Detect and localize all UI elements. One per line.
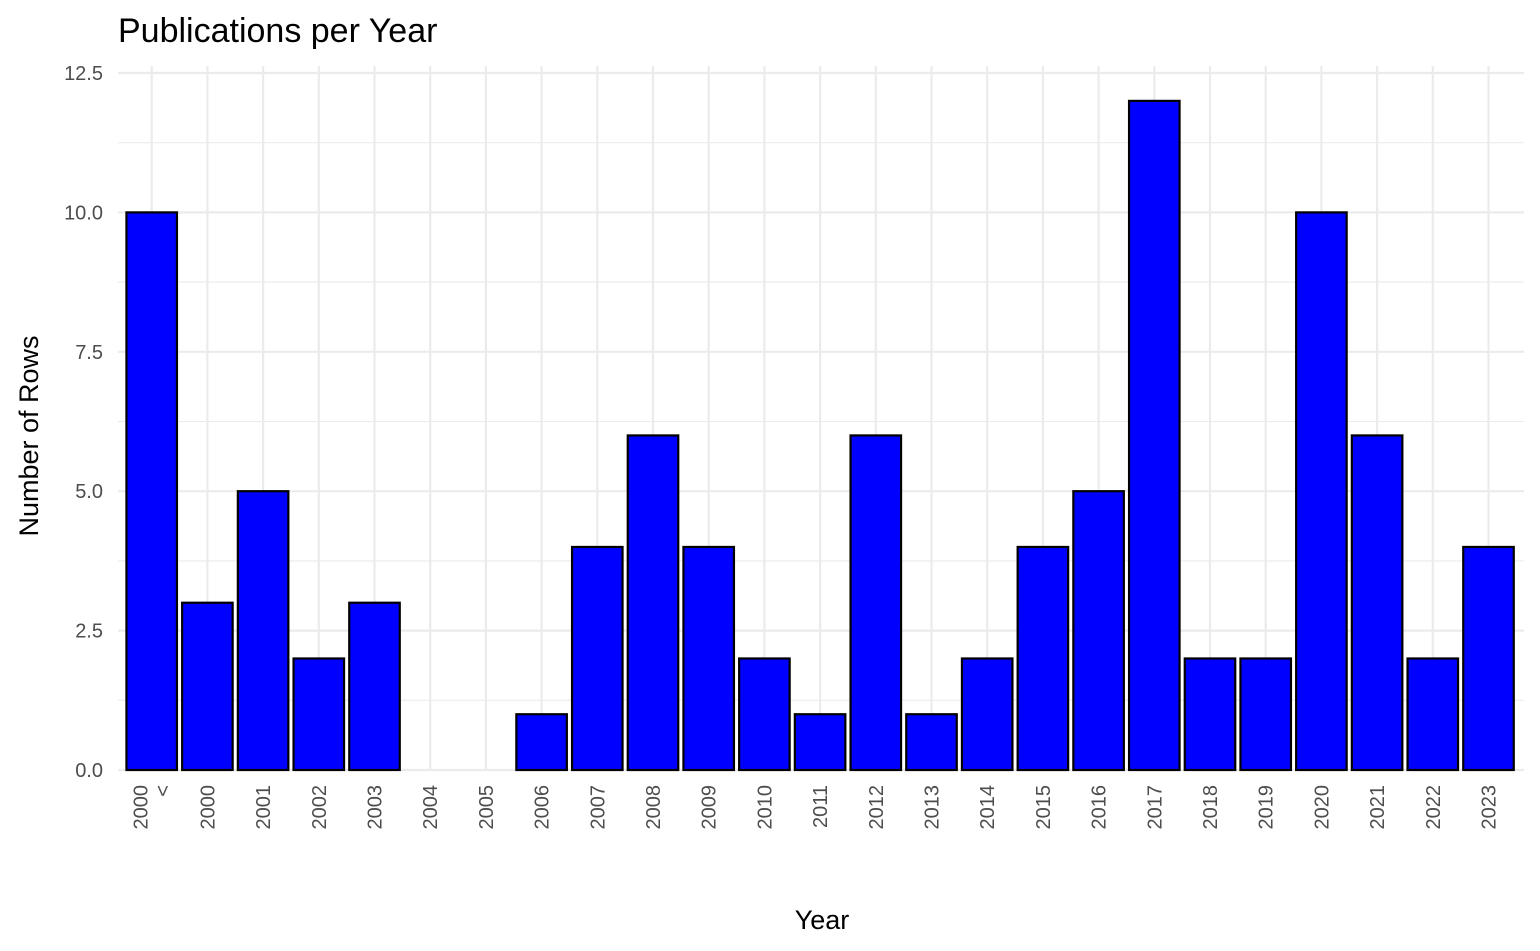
x-tick-label: 2023 [1479,785,1501,830]
y-axis-tick-labels: 0.0 2.5 5.0 7.5 10.0 12.5 [64,63,103,782]
y-tick-label: 10.0 [64,202,103,224]
x-tick-label: 2013 [922,785,944,830]
x-tick-label: 2008 [643,785,665,830]
bar-2022 [1406,657,1460,772]
x-tick-label: 2005 [476,785,498,830]
bar-2007 [570,545,624,772]
x-tick-label: 2003 [365,785,387,830]
bar-2016 [1072,490,1125,772]
x-tick-label: 2014 [977,785,999,830]
bar-2023 [1462,545,1515,772]
x-tick-label: 2010 [754,785,776,830]
y-tick-label: 5.0 [75,481,103,503]
x-axis-tick-labels: 2000< 2000 2001 2002 2003 2004 2005 2006 2007 200… [131,785,1501,830]
x-tick-label: 2006 [532,785,554,830]
x-tick-label: 2000 [197,785,219,830]
bar-2018 [1183,657,1237,772]
y-tick-label: 7.5 [75,342,103,364]
bar-2006 [515,713,568,772]
bar-2000 [125,211,179,772]
bar-2013 [905,713,958,772]
bar-2015 [1016,545,1070,772]
y-tick-label: 12.5 [64,63,103,85]
bar-2012 [849,434,903,772]
bar-2017 [1127,99,1181,772]
bars [125,99,1515,772]
bar-2019 [1239,657,1293,772]
chart-title: Publications per Year [118,12,437,50]
bar-2014 [960,657,1014,772]
x-tick-label: 2011 [810,785,832,828]
y-tick-label: 2.5 [75,621,103,643]
y-axis-title: Number of Rows [14,335,44,536]
y-tick-label: 0.0 [75,760,103,782]
bar-2000 [181,601,234,772]
bar-2001 [236,490,290,772]
x-tick-label: 2000< [131,785,175,830]
bar-2002 [292,657,346,772]
x-tick-label: 2016 [1089,785,1111,830]
x-tick-label: 2019 [1256,785,1278,830]
bar-2003 [348,601,401,772]
x-tick-label: 2022 [1423,785,1445,830]
bar-2008 [626,434,680,772]
x-tick-label: 2020 [1311,785,1333,830]
bar-2021 [1350,434,1404,772]
bar-2011 [793,713,847,772]
x-tick-label: 2018 [1200,785,1222,830]
x-tick-label: 2004 [420,785,442,830]
x-axis-title: Year [795,905,850,935]
x-tick-label: 2015 [1033,785,1055,830]
x-tick-label: 2009 [699,785,721,830]
x-tick-label: 2002 [309,785,331,830]
bar-2020 [1295,211,1348,772]
x-tick-label: 2007 [587,785,609,830]
x-tick-label: 2021 [1367,785,1389,830]
bar-2009 [682,545,736,772]
x-tick-label: 2012 [866,785,888,830]
bar-2010 [738,657,791,772]
x-tick-label: 2017 [1144,785,1166,830]
x-tick-label: 2001 [253,785,275,830]
